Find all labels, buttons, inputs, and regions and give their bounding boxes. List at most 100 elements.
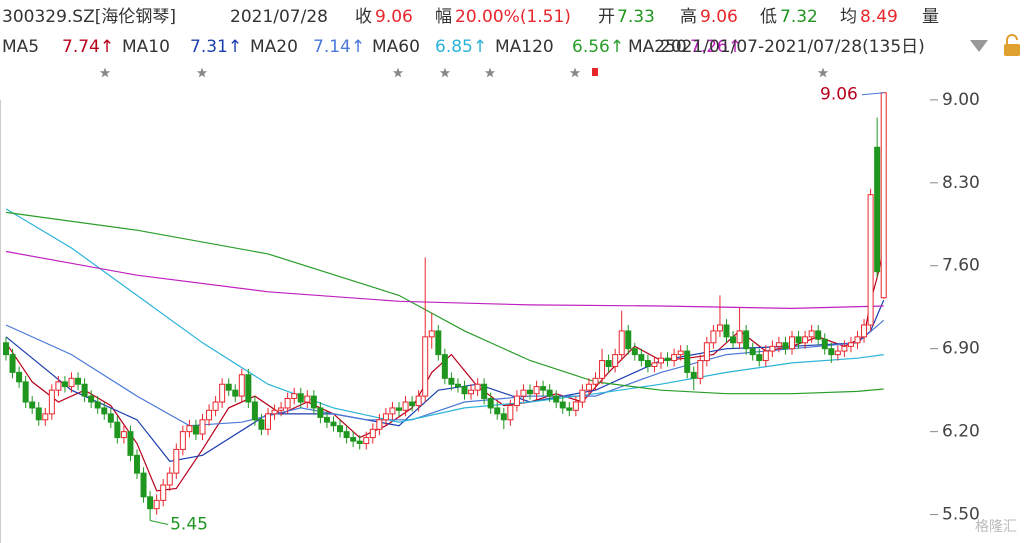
candle-body <box>330 421 337 427</box>
candle-body <box>795 336 802 344</box>
candle-body <box>3 342 9 356</box>
candle-body <box>422 336 429 397</box>
header-change-label: 幅 <box>435 7 452 27</box>
candle-body <box>29 401 36 409</box>
candle-body <box>762 350 769 362</box>
candle-body <box>716 324 723 332</box>
candle-body <box>638 354 645 362</box>
dropdown-icon[interactable] <box>970 40 988 52</box>
candle-body <box>245 374 252 403</box>
candle-body <box>782 342 789 350</box>
candle-body <box>428 330 435 338</box>
candle-body <box>297 393 304 403</box>
candle-body <box>134 454 140 474</box>
candle-body <box>284 397 291 409</box>
candle-body <box>671 354 678 362</box>
candle-body <box>572 401 579 411</box>
lock-icon[interactable] <box>1004 34 1020 56</box>
candle-body <box>769 345 776 352</box>
ma-line <box>5 250 884 310</box>
candle-body <box>435 330 442 356</box>
candle-body <box>350 437 357 442</box>
candle-body <box>337 425 344 433</box>
candle-body <box>468 389 475 395</box>
candle-body <box>527 389 533 395</box>
header-open: 7.33 <box>617 7 655 27</box>
candle-body <box>160 484 167 501</box>
star <box>196 67 208 78</box>
candle-body <box>186 425 193 433</box>
candle-body <box>520 389 527 397</box>
date-range: 2021/01/07-2021/07/28(135日) <box>660 37 925 57</box>
candle-body <box>559 401 566 409</box>
candle-body <box>219 383 226 403</box>
candle-body <box>612 354 619 367</box>
candle-body <box>487 397 494 409</box>
candle-body <box>258 419 265 430</box>
candle-body <box>107 413 114 423</box>
candle-body <box>356 440 363 444</box>
candle-body <box>22 381 29 403</box>
candle-body <box>68 377 75 388</box>
star <box>484 67 496 78</box>
candle-body <box>304 395 311 403</box>
candle-body <box>153 499 160 510</box>
header-close-label: 收 <box>355 7 372 27</box>
candle-body <box>566 407 573 411</box>
candle-body <box>802 336 809 344</box>
candle-body <box>828 348 835 356</box>
candle-body <box>834 350 841 356</box>
candle-body <box>723 324 730 338</box>
candle-body <box>592 377 599 385</box>
legend-name: MA10 <box>122 37 170 57</box>
candle-body <box>48 389 55 415</box>
min-pointer <box>149 520 169 526</box>
ma-line <box>5 208 884 423</box>
candle-body <box>743 330 750 350</box>
legend-value: 7.26↑ <box>690 37 742 57</box>
candle-body <box>749 348 756 356</box>
candle-body <box>179 431 186 450</box>
header-change: 20.00%(1.51) <box>455 7 571 27</box>
star <box>569 67 581 78</box>
candle-body <box>291 393 298 399</box>
star <box>817 67 829 78</box>
header-high: 9.06 <box>700 7 738 27</box>
candle-body <box>114 421 121 439</box>
candle-body <box>127 431 134 456</box>
header-date: 2021/07/28 <box>230 7 328 27</box>
header-avg: 8.49 <box>860 7 898 27</box>
legend-value: 6.85↑ <box>435 37 487 57</box>
candle-body <box>55 381 62 391</box>
star <box>392 67 404 78</box>
y-tick-label: 8.30 <box>942 173 980 193</box>
candle-body <box>513 395 520 407</box>
candle-body <box>369 428 376 439</box>
candle-body <box>736 330 743 344</box>
y-tick-label: 9.00 <box>942 90 980 110</box>
candle-body <box>415 395 422 407</box>
candle-body <box>35 407 42 421</box>
event-markers <box>99 67 829 78</box>
candle-body <box>94 401 101 409</box>
legend-value: 7.74↑ <box>62 37 114 57</box>
candle-body <box>389 407 396 415</box>
candle-body <box>690 371 697 379</box>
header-open-label: 开 <box>598 7 615 27</box>
candle-body <box>238 374 245 397</box>
candle-body <box>376 419 383 430</box>
candle-body <box>81 383 88 397</box>
candle-body <box>225 383 232 391</box>
candle-body <box>861 324 868 338</box>
candle-body <box>697 360 704 379</box>
candle-body <box>206 409 213 421</box>
candle-body <box>500 413 507 421</box>
candle-body <box>271 409 278 415</box>
legend-name: MA60 <box>372 37 420 57</box>
y-tick-label: 6.20 <box>942 422 980 442</box>
candle-body <box>880 92 887 299</box>
candle-body <box>808 330 815 338</box>
candle-body <box>382 413 389 421</box>
min-label: 5.45 <box>170 515 208 535</box>
legend-name: MA5 <box>2 37 39 57</box>
